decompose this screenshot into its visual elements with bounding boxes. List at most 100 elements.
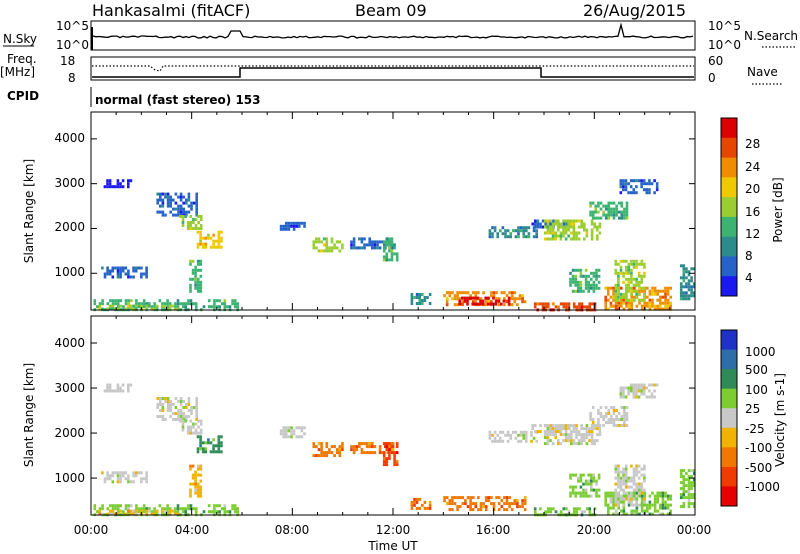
data-cell <box>333 445 336 449</box>
data-cell <box>638 286 641 290</box>
data-cell <box>474 291 478 295</box>
data-cell <box>466 291 470 295</box>
data-cell <box>199 488 203 492</box>
data-cell <box>476 302 480 306</box>
data-cell <box>127 269 130 273</box>
data-cell <box>607 509 610 513</box>
data-cell <box>166 400 170 403</box>
data-cell <box>358 237 361 241</box>
data-cell <box>637 283 641 287</box>
data-cell <box>185 415 188 418</box>
data-cell <box>571 289 575 293</box>
data-cell <box>682 493 686 497</box>
data-cell <box>653 494 657 498</box>
data-cell <box>496 439 499 443</box>
data-cell <box>119 299 123 303</box>
data-cell <box>160 509 164 513</box>
data-cell <box>390 442 394 446</box>
data-cell <box>497 299 500 303</box>
data-cell <box>360 451 364 455</box>
data-cell <box>635 473 638 477</box>
data-cell <box>179 409 183 412</box>
data-cell <box>456 496 459 500</box>
data-cell <box>593 439 596 443</box>
data-cell <box>127 304 130 308</box>
data-cell <box>388 237 391 241</box>
data-cell <box>624 491 628 495</box>
data-cell <box>312 454 316 458</box>
data-cell <box>516 303 519 307</box>
data-cell <box>599 216 603 220</box>
data-cell <box>567 222 570 226</box>
data-cell <box>181 419 185 423</box>
data-cell <box>551 234 555 238</box>
data-cell <box>577 289 580 293</box>
data-cell <box>574 491 577 495</box>
data-cell <box>622 509 626 513</box>
data-cell <box>103 272 107 276</box>
data-cell <box>554 430 558 434</box>
data-cell <box>285 221 288 225</box>
data-cell <box>552 302 555 306</box>
data-cell <box>648 383 651 387</box>
data-cell <box>505 294 509 298</box>
data-cell <box>632 488 636 492</box>
data-cell <box>614 482 618 486</box>
data-cell <box>176 299 180 303</box>
data-cell <box>495 291 498 295</box>
data-cell <box>207 236 210 240</box>
data-cell <box>195 400 198 403</box>
data-cell <box>591 418 595 421</box>
data-cell <box>161 192 165 196</box>
data-cell <box>599 412 603 415</box>
data-cell <box>565 302 568 306</box>
data-cell <box>630 304 633 308</box>
data-cell <box>184 419 187 423</box>
data-cell <box>333 246 336 250</box>
data-cell <box>295 426 298 430</box>
data-cell <box>682 291 686 295</box>
data-cell <box>557 234 560 238</box>
data-cell <box>552 507 555 511</box>
data-cell <box>93 299 97 303</box>
beam-title: Beam 09 <box>355 1 427 20</box>
data-cell <box>461 302 464 306</box>
data-cell <box>575 305 579 309</box>
data-cell <box>122 305 125 309</box>
data-cell <box>93 504 97 508</box>
data-cell <box>614 271 618 275</box>
data-cell <box>637 298 641 302</box>
data-cell <box>190 409 193 412</box>
data-cell <box>469 505 472 509</box>
data-cell <box>201 450 205 454</box>
data-cell <box>544 225 547 229</box>
data-cell <box>630 485 633 489</box>
data-cell <box>384 445 387 449</box>
data-cell <box>609 286 613 290</box>
data-cell <box>632 470 636 474</box>
data-cell <box>523 496 527 500</box>
data-cell <box>199 286 203 290</box>
data-cell <box>463 299 467 303</box>
data-cell <box>194 218 198 221</box>
data-cell <box>669 295 672 299</box>
data-cell <box>598 225 602 229</box>
data-cell <box>597 421 600 424</box>
data-cell <box>161 302 164 306</box>
data-cell <box>481 299 485 303</box>
data-cell <box>179 412 183 415</box>
data-cell <box>231 504 234 508</box>
data-cell <box>471 508 475 512</box>
data-cell <box>497 303 501 307</box>
data-cell <box>690 285 693 289</box>
data-cell <box>595 286 598 290</box>
data-cell <box>539 507 542 511</box>
data-cell <box>562 222 566 226</box>
data-cell <box>410 299 414 302</box>
data-cell <box>549 222 553 226</box>
data-cell <box>661 506 665 510</box>
data-cell <box>575 237 578 241</box>
data-cell <box>615 424 618 427</box>
data-cell <box>187 400 191 403</box>
data-cell <box>199 239 202 243</box>
